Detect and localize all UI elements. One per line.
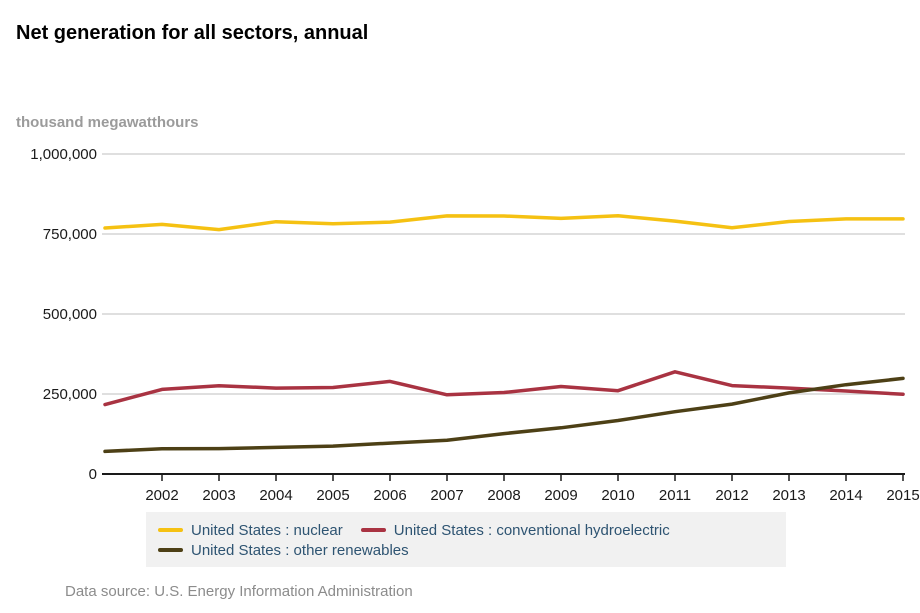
x-axis-tick-label: 2013 bbox=[772, 487, 805, 504]
page-title: Net generation for all sectors, annual bbox=[16, 22, 369, 44]
legend-label: United States : conventional hydroelectr… bbox=[393, 521, 670, 539]
data-source-note: Data source: U.S. Energy Information Adm… bbox=[65, 583, 413, 600]
x-axis-tick-label: 2002 bbox=[145, 487, 178, 504]
legend-row: United States : other renewables bbox=[158, 540, 778, 560]
y-axis-tick-label: 500,000 bbox=[43, 306, 97, 323]
nuclear-line bbox=[103, 214, 905, 232]
legend-row: United States : nuclear United States : … bbox=[158, 520, 778, 540]
legend-item-hydroelectric[interactable]: United States : conventional hydroelectr… bbox=[360, 521, 670, 539]
legend-item-nuclear[interactable]: United States : nuclear bbox=[158, 522, 343, 539]
x-axis-tick-label: 2009 bbox=[544, 487, 577, 504]
legend-label: United States : other renewables bbox=[191, 541, 409, 559]
y-axis-tick-label: 1,000,000 bbox=[30, 146, 97, 163]
legend-label: United States : nuclear bbox=[191, 521, 343, 539]
x-axis-tick-label: 2003 bbox=[202, 487, 235, 504]
x-axis-tick-label: 2012 bbox=[715, 487, 748, 504]
y-axis-tick-label: 750,000 bbox=[43, 226, 97, 243]
x-axis-tick-label: 2005 bbox=[316, 487, 349, 504]
nuclear-line-swatch-icon bbox=[158, 528, 183, 532]
x-axis-tick-label: 2007 bbox=[430, 487, 463, 504]
other-renewables-line-swatch-icon bbox=[158, 548, 183, 552]
x-axis-tick-label: 2008 bbox=[487, 487, 520, 504]
y-axis-unit-label: thousand megawatthours bbox=[16, 114, 199, 131]
x-axis-tick-label: 2004 bbox=[259, 487, 292, 504]
legend-item-other-renewables[interactable]: United States : other renewables bbox=[158, 542, 409, 559]
y-axis-tick-label: 250,000 bbox=[43, 386, 97, 403]
x-axis-tick-label: 2010 bbox=[601, 487, 634, 504]
hydroelectric-line bbox=[103, 370, 905, 407]
chart-legend: United States : nuclear United States : … bbox=[146, 512, 786, 567]
other-renewables-line bbox=[103, 376, 905, 454]
y-axis-tick-label: 0 bbox=[89, 466, 97, 483]
x-axis-tick-label: 2014 bbox=[829, 487, 862, 504]
hydroelectric-line-swatch-icon bbox=[360, 528, 386, 532]
x-axis-tick-label: 2011 bbox=[659, 487, 691, 504]
x-axis-tick-label: 2006 bbox=[373, 487, 406, 504]
x-axis-tick-label: 2015 bbox=[886, 487, 919, 504]
